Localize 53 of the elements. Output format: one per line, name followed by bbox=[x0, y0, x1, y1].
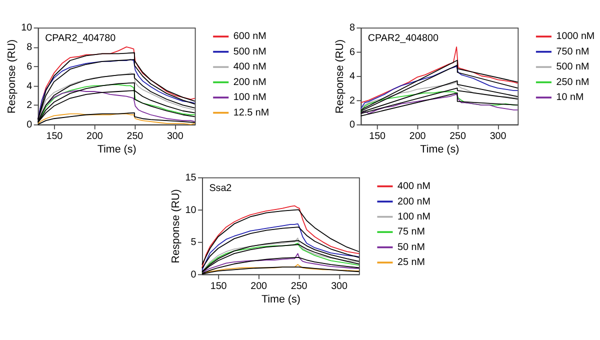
legend-label: 200 nM bbox=[398, 196, 430, 208]
x-tick-label: 200 bbox=[409, 131, 426, 142]
legend-label: 200 nM bbox=[233, 76, 266, 88]
legend-label: 400 nM bbox=[398, 181, 430, 192]
legend-label: 75 nM bbox=[398, 226, 425, 238]
legend-label: 1000 nM bbox=[556, 31, 595, 42]
legend-label: 600 nM bbox=[233, 31, 266, 42]
legend-label: 500 nM bbox=[233, 46, 266, 58]
y-axis-title: Response (RU) bbox=[334, 39, 346, 114]
x-tick-label: 150 bbox=[210, 281, 228, 292]
y-tick-label: 15 bbox=[185, 172, 197, 184]
y-tick-label: 10 bbox=[185, 204, 197, 216]
y-axis-title: Response (RU) bbox=[6, 39, 18, 114]
legend-label: 50 nM bbox=[398, 242, 425, 253]
legend-label: 100 nM bbox=[233, 92, 266, 104]
y-axis-title: Response (RU) bbox=[170, 189, 182, 264]
x-tick-label: 150 bbox=[369, 131, 386, 142]
x-axis-title: Time (s) bbox=[420, 144, 460, 156]
y-tick-label: 6 bbox=[349, 46, 356, 58]
x-tick-label: 300 bbox=[166, 131, 184, 142]
y-tick-label: 2 bbox=[349, 95, 355, 106]
text: Ssa2 bbox=[209, 182, 232, 194]
legend-label: 400 nM bbox=[233, 62, 266, 73]
legend-label: 750 nM bbox=[556, 46, 590, 58]
y-tick-label: 10 bbox=[21, 22, 33, 34]
legend-label: 12.5 nM bbox=[233, 107, 270, 118]
y-tick-label: 4 bbox=[26, 80, 33, 92]
y-tick-label: 0 bbox=[26, 120, 33, 131]
text: CPAR2_404780 bbox=[45, 33, 116, 44]
legend-label: 500 nM bbox=[556, 62, 590, 73]
y-tick-label: 8 bbox=[26, 42, 33, 54]
y-tick-label: 0 bbox=[190, 269, 197, 280]
legend-label: 10 nM bbox=[556, 92, 584, 104]
x-tick-label: 250 bbox=[450, 131, 467, 142]
y-tick-label: 4 bbox=[349, 71, 356, 82]
x-axis-title: Time (s) bbox=[261, 293, 300, 306]
y-tick-label: 6 bbox=[26, 61, 33, 72]
x-tick-label: 300 bbox=[490, 131, 507, 142]
text: CPAR2_404800 bbox=[368, 33, 439, 44]
x-tick-label: 300 bbox=[331, 281, 348, 292]
x-tick-label: 200 bbox=[86, 131, 104, 142]
y-tick-label: 2 bbox=[26, 100, 32, 112]
legend-label: 250 nM bbox=[556, 76, 590, 88]
x-tick-label: 250 bbox=[126, 131, 144, 142]
x-tick-label: 150 bbox=[46, 131, 64, 142]
y-tick-label: 8 bbox=[349, 22, 356, 34]
x-axis-title: Time (s) bbox=[97, 144, 136, 156]
x-tick-label: 200 bbox=[250, 281, 268, 292]
legend-label: 25 nM bbox=[398, 257, 425, 268]
y-tick-label: 5 bbox=[190, 237, 197, 248]
y-tick-label: 0 bbox=[349, 120, 356, 131]
x-tick-label: 250 bbox=[290, 281, 308, 292]
legend-label: 100 nM bbox=[398, 212, 430, 222]
